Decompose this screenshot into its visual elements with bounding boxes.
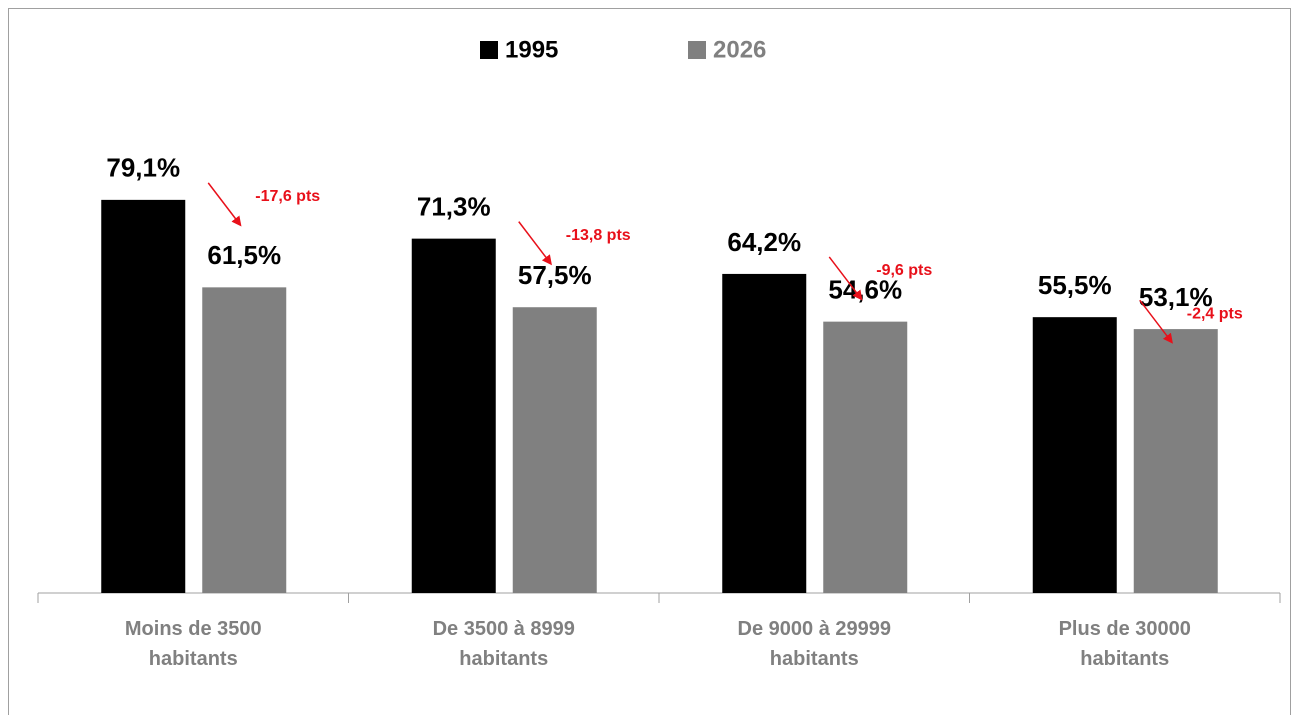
value-label: 71,3% [417, 192, 491, 222]
legend-label: 1995 [505, 36, 558, 63]
annotation: -2,4 pts [1187, 305, 1243, 322]
bar [722, 273, 807, 593]
legend-swatch [688, 41, 706, 59]
annotation-arrow [518, 221, 552, 266]
legend-label: 2026 [713, 36, 766, 63]
value-label: 55,5% [1038, 270, 1112, 300]
value-label: 57,5% [518, 260, 592, 290]
value-label: 79,1% [106, 153, 180, 183]
value-label: 61,5% [207, 240, 281, 270]
bar [1133, 329, 1218, 593]
x-tick-label: De 9000 à 29999 habitants [737, 618, 891, 670]
value-label: 54,6% [828, 275, 902, 305]
x-tick-label: Moins de 3500 habitants [124, 618, 262, 670]
annotation: -9,6 pts [876, 262, 932, 279]
bar [512, 307, 597, 593]
bar [101, 199, 186, 594]
annotation-arrow [207, 182, 242, 227]
annotation: -17,6 pts [255, 188, 320, 205]
legend-swatch [480, 41, 498, 59]
annotation-arrow [828, 256, 863, 301]
annotation: -13,8 pts [566, 227, 631, 244]
annotation-arrow [1139, 299, 1173, 344]
bar [411, 238, 496, 593]
value-label: 64,2% [727, 227, 801, 257]
bar [1032, 317, 1117, 593]
bar [823, 321, 908, 593]
x-tick-label: De 3500 à 8999 habitants [432, 618, 575, 670]
frame [8, 8, 1291, 715]
value-label: 53,1% [1139, 282, 1213, 312]
bar [202, 287, 287, 593]
x-tick-label: Plus de 30000 habitants [1058, 618, 1191, 670]
